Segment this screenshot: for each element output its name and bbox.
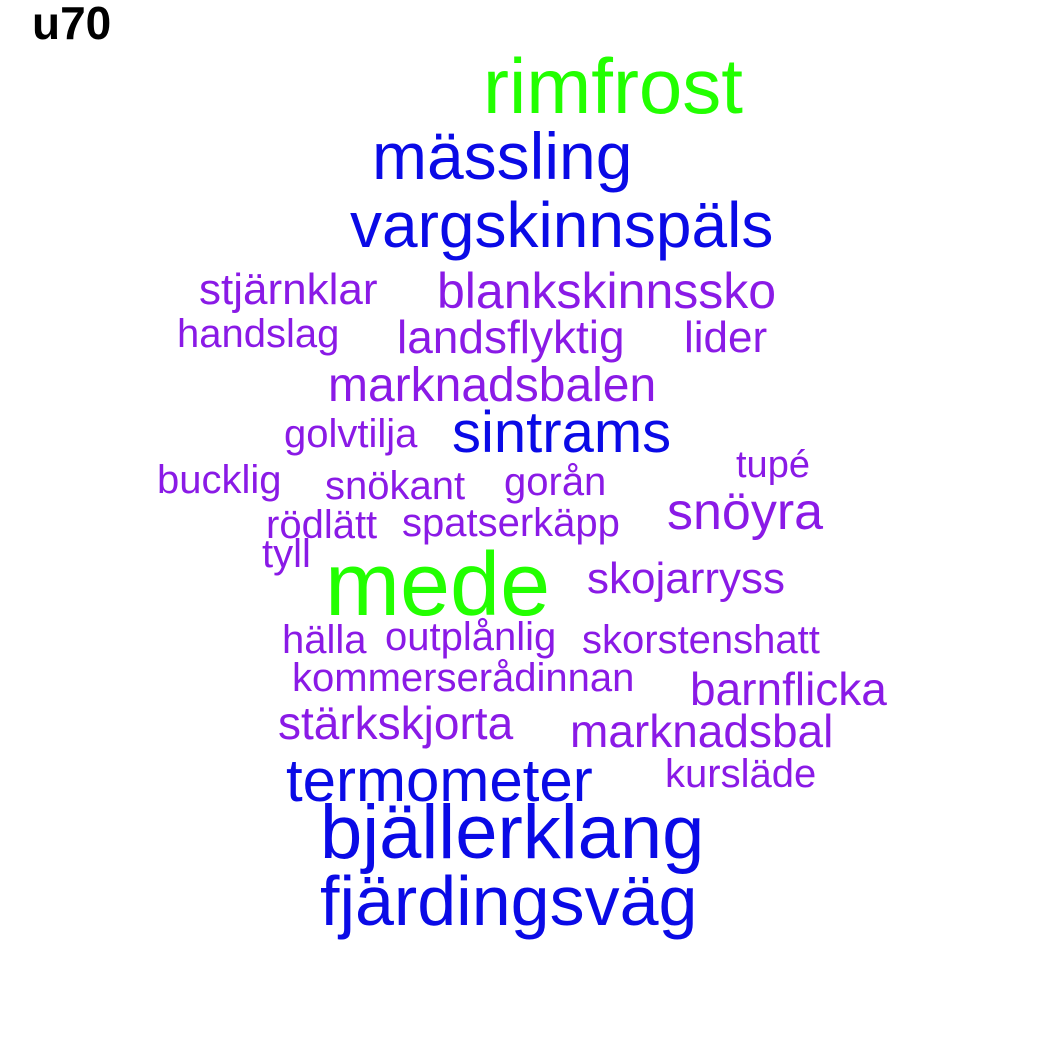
word-tyll: tyll <box>262 532 311 576</box>
word-sintrams: sintrams <box>452 400 672 465</box>
word-starkskjorta: stärkskjorta <box>278 697 514 749</box>
word-snokant: snökant <box>325 464 466 508</box>
word-bucklig: bucklig <box>157 458 282 502</box>
word-outplanlig: outplånlig <box>385 615 557 659</box>
word-spatserkapp: spatserkäpp <box>402 501 620 545</box>
word-tupe: tupé <box>736 444 810 486</box>
word-marknadsbalen: marknadsbalen <box>328 359 657 412</box>
word-blankskinnssko: blankskinnssko <box>437 263 777 319</box>
word-handslag: handslag <box>177 312 340 356</box>
word-rodlatt: rödlätt <box>266 503 378 547</box>
word-halla: hälla <box>282 618 367 662</box>
word-golvtilja: golvtilja <box>284 412 418 456</box>
word-marknadsbal: marknadsbal <box>570 705 834 757</box>
figure-title: u70 <box>32 0 112 49</box>
word-bjallerklang: bjällerklang <box>320 790 705 875</box>
word-rimfrost: rimfrost <box>483 42 743 130</box>
word-massling: mässling <box>372 119 633 193</box>
word-kurslade: kursläde <box>665 752 817 796</box>
word-skorstenshatt: skorstenshatt <box>582 618 820 662</box>
word-fjardingsvag: fjärdingsväg <box>320 862 698 940</box>
word-mede: mede <box>325 535 551 635</box>
word-snoyra: snöyra <box>667 483 824 541</box>
word-termometer: termometer <box>286 747 593 814</box>
word-lider: lider <box>684 313 768 362</box>
word-stjarnklar: stjärnklar <box>199 265 378 314</box>
word-goran: gorån <box>504 460 607 504</box>
word-landsflyktig: landsflyktig <box>397 311 625 363</box>
word-kommerseradinnan: kommerserådinnan <box>292 656 635 700</box>
word-vargskinnspals: vargskinnspäls <box>350 189 774 261</box>
word-barnflicka: barnflicka <box>690 663 887 715</box>
word-skojarryss: skojarryss <box>587 554 786 603</box>
